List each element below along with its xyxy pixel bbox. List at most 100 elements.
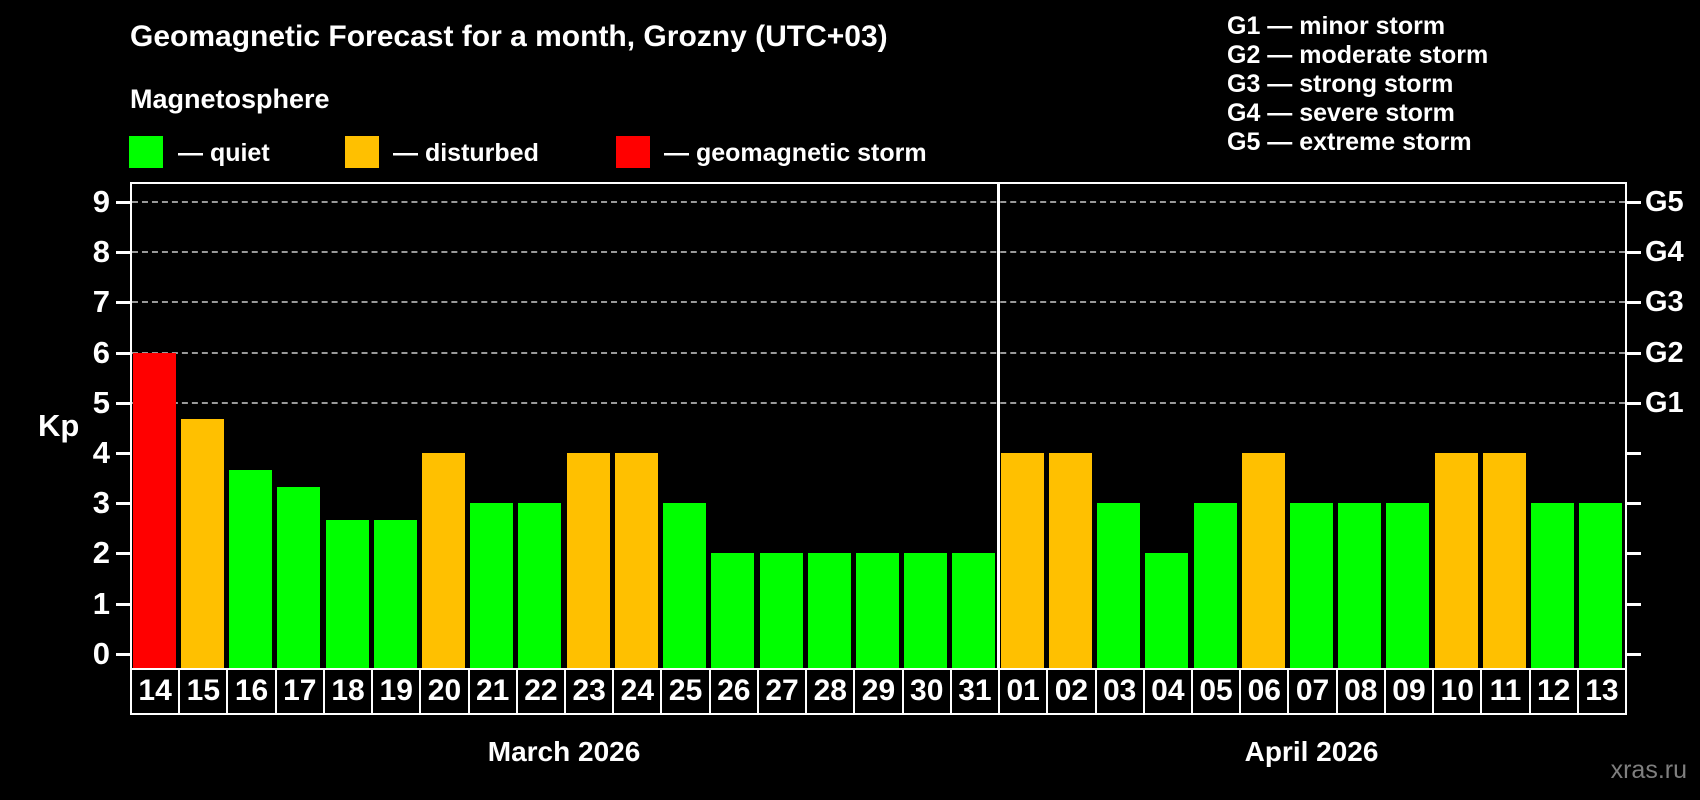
day-label-07: 07 bbox=[1287, 668, 1338, 715]
day-label-28: 28 bbox=[805, 668, 856, 715]
disturbed-legend-label: — disturbed bbox=[393, 139, 539, 167]
kp-bar-day-06 bbox=[1241, 453, 1285, 668]
day-label-13: 13 bbox=[1576, 668, 1627, 715]
page-title: Geomagnetic Forecast for a month, Grozny… bbox=[130, 20, 888, 53]
day-label-11: 11 bbox=[1480, 668, 1531, 715]
magnetosphere-subtitle: Magnetosphere bbox=[130, 84, 330, 114]
kp-bar-day-28 bbox=[807, 553, 851, 668]
month-label-march: March 2026 bbox=[487, 736, 641, 767]
plot-left-border bbox=[130, 182, 132, 668]
plot-right-border bbox=[1625, 182, 1627, 668]
storm-scale-legend: G1 — minor storm G2 — moderate storm G3 — … bbox=[1227, 12, 1488, 157]
y-axis-tick-label-6: 6 bbox=[92, 334, 110, 370]
disturbed-color-swatch bbox=[345, 136, 379, 168]
day-label-27: 27 bbox=[756, 668, 808, 715]
kp-bar-day-14 bbox=[132, 352, 176, 668]
kp-bar-day-18 bbox=[325, 519, 369, 668]
y-axis-tick-label-4: 4 bbox=[92, 435, 110, 470]
right-axis-tick-7 bbox=[1627, 301, 1641, 305]
day-label-26: 26 bbox=[708, 668, 759, 715]
storm-scale-line-g4: G4 — severe storm bbox=[1227, 99, 1455, 127]
day-label-16: 16 bbox=[226, 668, 277, 715]
kp-bar-day-31 bbox=[952, 553, 996, 668]
quiet-color-swatch bbox=[129, 136, 163, 168]
gridline-kp6 bbox=[132, 351, 1625, 354]
right-axis-tick-0 bbox=[1627, 652, 1641, 656]
day-label-05: 05 bbox=[1190, 668, 1242, 715]
y-axis-tick-7 bbox=[116, 301, 130, 305]
y-axis-tick-label-9: 9 bbox=[92, 184, 110, 219]
kp-bar-day-05 bbox=[1193, 503, 1237, 668]
month-label-april: April 2026 bbox=[1244, 736, 1379, 767]
storm-scale-line-g1: G1 — minor storm bbox=[1227, 12, 1446, 40]
kp-bar-day-12 bbox=[1531, 503, 1575, 668]
day-label-19: 19 bbox=[371, 668, 422, 715]
watermark: xras.ru bbox=[1610, 756, 1687, 784]
kp-bar-day-25 bbox=[663, 503, 707, 668]
kp-bar-day-02 bbox=[1048, 453, 1092, 668]
storm-scale-line-g3: G3 — strong storm bbox=[1227, 70, 1454, 98]
day-label-29: 29 bbox=[853, 668, 904, 715]
kp-bar-day-29 bbox=[855, 553, 899, 668]
gridline-kp8 bbox=[132, 251, 1625, 254]
kp-bar-day-30 bbox=[904, 553, 948, 668]
y-axis-tick-label-0: 0 bbox=[92, 635, 110, 671]
right-axis-tick-4 bbox=[1627, 452, 1641, 455]
gridline-kp7 bbox=[132, 301, 1625, 304]
y-axis-tick-1 bbox=[116, 602, 130, 606]
kp-bar-day-10 bbox=[1434, 453, 1478, 668]
kp-bar-day-17 bbox=[277, 486, 321, 668]
kp-bar-day-07 bbox=[1290, 503, 1334, 668]
right-axis-label-G5: G5 bbox=[1645, 186, 1684, 218]
kp-axis-title: Kp bbox=[38, 408, 80, 443]
kp-bar-day-23 bbox=[566, 453, 610, 668]
y-axis-tick-label-3: 3 bbox=[92, 485, 110, 521]
y-axis-tick-label-8: 8 bbox=[92, 234, 110, 270]
storm-scale-line-g5: G5 — extreme storm bbox=[1227, 128, 1472, 156]
kp-bar-day-08 bbox=[1338, 503, 1382, 668]
day-label-22: 22 bbox=[515, 668, 567, 715]
y-axis-tick-6 bbox=[116, 351, 130, 355]
y-axis-tick-label-5: 5 bbox=[92, 384, 110, 420]
day-label-04: 04 bbox=[1142, 668, 1193, 715]
day-label-08: 08 bbox=[1335, 668, 1386, 715]
y-axis-tick-4 bbox=[116, 452, 130, 455]
storm-scale-line-g2: G2 — moderate storm bbox=[1227, 41, 1489, 69]
kp-bar-day-22 bbox=[518, 503, 562, 668]
kp-bar-day-09 bbox=[1386, 503, 1430, 668]
y-axis-tick-8 bbox=[116, 251, 130, 255]
storm-color-swatch bbox=[616, 136, 650, 168]
day-label-01: 01 bbox=[998, 668, 1049, 715]
gridline-kp9 bbox=[132, 201, 1625, 203]
kp-bar-day-04 bbox=[1145, 553, 1189, 668]
right-axis-tick-5 bbox=[1627, 401, 1641, 405]
right-axis-label-G1: G1 bbox=[1645, 386, 1684, 419]
day-label-15: 15 bbox=[178, 668, 229, 715]
day-label-31: 31 bbox=[949, 668, 1001, 715]
y-axis-tick-9 bbox=[116, 201, 130, 204]
kp-bar-day-15 bbox=[180, 419, 224, 668]
day-label-30: 30 bbox=[901, 668, 952, 715]
kp-bar-day-16 bbox=[229, 469, 273, 668]
right-axis-tick-2 bbox=[1627, 552, 1641, 556]
day-label-10: 10 bbox=[1432, 668, 1483, 715]
kp-bar-day-03 bbox=[1097, 503, 1141, 668]
day-label-25: 25 bbox=[660, 668, 711, 715]
kp-bar-day-01 bbox=[1000, 453, 1044, 668]
right-axis-label-G4: G4 bbox=[1645, 236, 1684, 269]
kp-bar-day-27 bbox=[759, 553, 803, 668]
day-label-24: 24 bbox=[612, 668, 663, 715]
y-axis-tick-label-1: 1 bbox=[92, 585, 110, 621]
right-axis-tick-6 bbox=[1627, 351, 1641, 355]
day-label-20: 20 bbox=[419, 668, 470, 715]
gridline-kp5 bbox=[132, 401, 1625, 404]
day-label-12: 12 bbox=[1528, 668, 1579, 715]
kp-bar-day-26 bbox=[711, 553, 755, 668]
right-axis-tick-8 bbox=[1627, 251, 1641, 255]
right-axis-label-G3: G3 bbox=[1645, 286, 1684, 319]
day-label-17: 17 bbox=[274, 668, 325, 715]
storm-legend-label: — geomagnetic storm bbox=[664, 139, 927, 167]
quiet-legend-label: — quiet bbox=[178, 139, 270, 167]
day-label-06: 06 bbox=[1239, 668, 1290, 715]
